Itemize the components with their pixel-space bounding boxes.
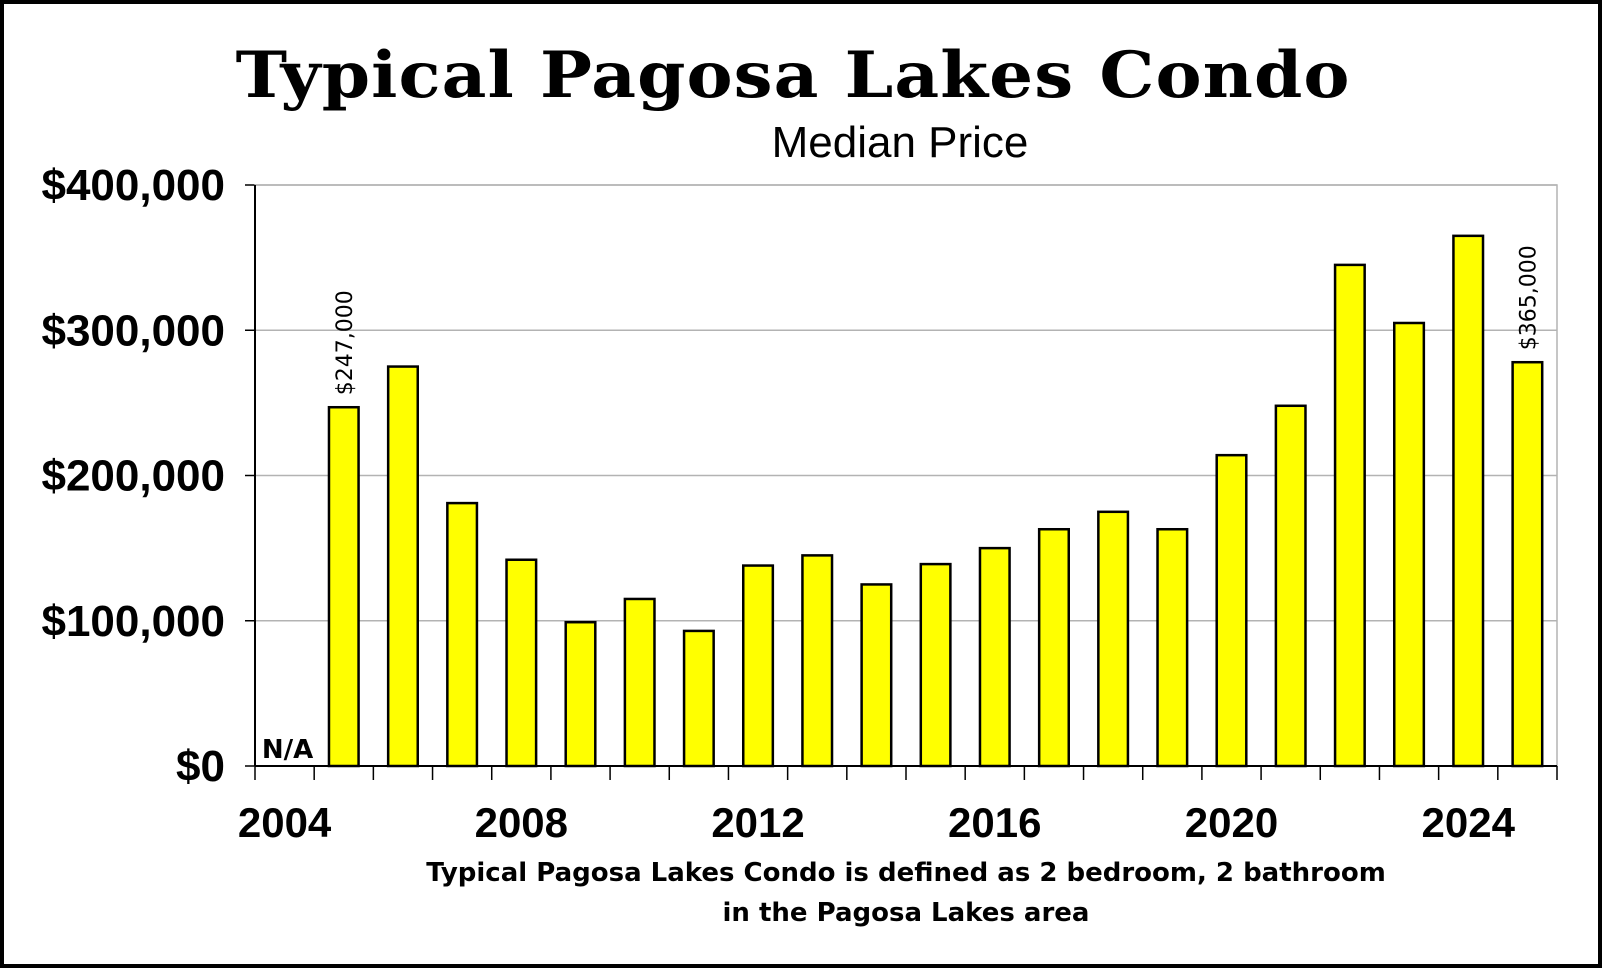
bar-2017 bbox=[1037, 527, 1070, 768]
bar-2005 bbox=[327, 405, 360, 768]
chart-subtitle: Median Price bbox=[771, 118, 1029, 167]
bars bbox=[327, 234, 1544, 768]
bar-2021 bbox=[1274, 404, 1307, 768]
x-tick-label: 2020 bbox=[1185, 799, 1278, 846]
y-tick-label: $0 bbox=[176, 742, 225, 791]
x-tick-labels: 2004 2008 2012 2016 2020 2024 bbox=[238, 799, 1516, 846]
footnote-line-2: in the Pagosa Lakes area bbox=[722, 898, 1090, 928]
x-tick-label: 2016 bbox=[948, 799, 1041, 846]
y-tick-label: $200,000 bbox=[41, 452, 225, 501]
x-tick-label: 2012 bbox=[711, 799, 804, 846]
y-tick-label: $100,000 bbox=[41, 597, 225, 646]
y-tick-label: $400,000 bbox=[41, 161, 225, 210]
bar-2006 bbox=[386, 365, 419, 768]
bar-2022 bbox=[1333, 263, 1366, 768]
y-tick-labels: $0 $100,000 $200,000 $300,000 $400,000 bbox=[41, 161, 225, 791]
bar-2025 bbox=[1511, 360, 1544, 768]
bar-2008 bbox=[505, 558, 538, 768]
bar-2013 bbox=[801, 554, 834, 768]
bar-2015 bbox=[919, 562, 952, 768]
bar-2023 bbox=[1393, 321, 1426, 768]
data-labels: N/A $247,000 $365,000 bbox=[262, 245, 1542, 765]
x-tick-label: 2004 bbox=[238, 799, 332, 846]
bar-2011 bbox=[682, 629, 715, 768]
x-tick-label: 2024 bbox=[1422, 799, 1516, 846]
footnote-line-1: Typical Pagosa Lakes Condo is defined as… bbox=[426, 858, 1386, 888]
bar-2007 bbox=[446, 501, 479, 768]
data-label-2025: $365,000 bbox=[1516, 245, 1541, 350]
data-label-2005: $247,000 bbox=[333, 290, 358, 395]
bar-2012 bbox=[742, 564, 775, 768]
bar-2010 bbox=[623, 597, 656, 768]
bar-2020 bbox=[1215, 453, 1248, 768]
chart-title: Typical Pagosa Lakes Condo bbox=[235, 38, 1351, 113]
axes bbox=[254, 185, 1558, 780]
bar-2018 bbox=[1097, 510, 1130, 768]
bar-2024 bbox=[1452, 234, 1485, 768]
na-label: N/A bbox=[262, 735, 313, 765]
x-tick-label: 2008 bbox=[475, 799, 568, 846]
bar-2014 bbox=[860, 583, 893, 768]
y-tick-label: $300,000 bbox=[41, 306, 225, 355]
bar-2009 bbox=[564, 620, 597, 768]
bar-2019 bbox=[1156, 527, 1189, 768]
bar-2016 bbox=[978, 546, 1011, 768]
